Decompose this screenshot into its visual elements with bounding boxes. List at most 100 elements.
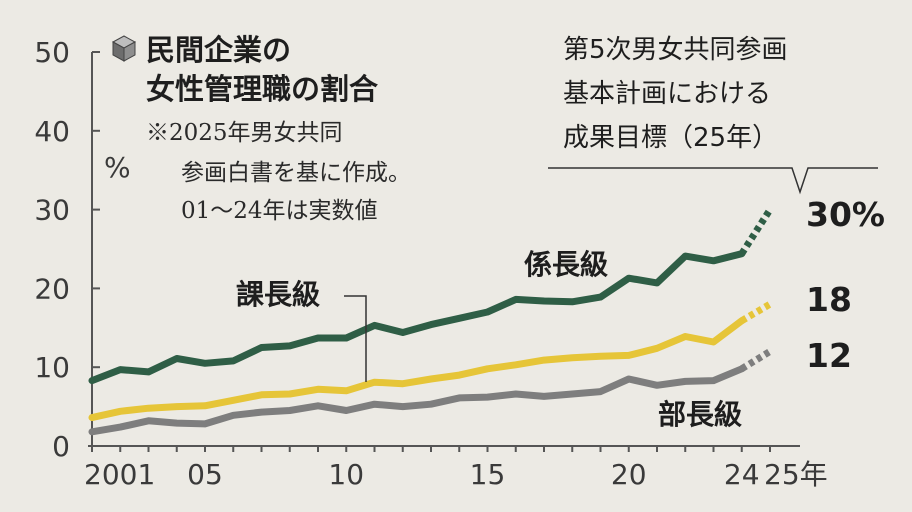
data-point-kakaricho [286, 342, 293, 350]
note-line-1: ※2025年男女共同 [146, 120, 343, 146]
data-point-kacho [343, 387, 350, 395]
data-point-kakaricho [427, 321, 435, 328]
chart-title-line-2: 女性管理職の割合 [146, 72, 378, 106]
data-point-kakaricho [682, 252, 689, 260]
data-point-kacho [682, 333, 689, 340]
data-point-bucho [427, 401, 435, 408]
y-tick-label: 10 [34, 351, 70, 384]
target-labels: 30% 18 12 [806, 195, 885, 375]
data-point-kacho [653, 345, 661, 352]
data-point-bucho [173, 419, 180, 427]
data-point-bucho [230, 412, 237, 419]
data-point-bucho [117, 423, 124, 431]
data-point-bucho [738, 365, 745, 372]
y-tick-label: 40 [34, 115, 70, 148]
data-point-kakaricho [456, 315, 463, 322]
series-line-kakaricho [88, 250, 746, 385]
data-point-bucho [484, 393, 491, 401]
data-point-kakaricho [540, 297, 548, 305]
data-point-kakaricho [230, 357, 237, 365]
target-projection-kakaricho [738, 207, 773, 256]
data-point-kacho [314, 386, 322, 393]
note-line-3: 01〜24年は実数値 [181, 198, 378, 224]
x-tick-label: 20 [611, 458, 647, 491]
data-point-kacho [569, 354, 576, 361]
chart-title: 民間企業の 女性管理職の割合 [111, 33, 378, 106]
data-point-bucho [456, 394, 463, 402]
cube-icon [111, 35, 137, 62]
data-point-kacho [625, 352, 632, 359]
data-point-bucho [88, 428, 96, 436]
data-point-kakaricho [371, 322, 378, 329]
y-tick-label: 0 [52, 430, 70, 463]
data-point-bucho [597, 388, 604, 395]
data-point-kakaricho [117, 366, 124, 373]
data-point-kacho [427, 375, 435, 383]
data-point-kakaricho [314, 334, 322, 342]
target-projection-kacho [739, 301, 772, 324]
target-bracket [548, 167, 878, 195]
data-point-kakaricho [399, 329, 406, 336]
y-unit-label: % [104, 151, 131, 184]
data-point-kacho [258, 391, 265, 398]
target-label-kacho: 18 [806, 280, 852, 319]
data-point-bucho [625, 375, 632, 383]
data-point-bucho [569, 390, 576, 398]
data-point-kakaricho [597, 293, 604, 301]
y-tick-label: 30 [34, 194, 70, 227]
x-tick-label: 15 [470, 458, 506, 491]
data-point-bucho [710, 377, 717, 384]
data-point-bucho [201, 420, 209, 428]
data-point-kakaricho [343, 334, 350, 342]
data-point-kacho [484, 365, 491, 372]
kacho-leader-line [344, 295, 367, 382]
data-point-kacho [88, 414, 96, 421]
data-point-bucho [653, 382, 661, 389]
y-tick-label: 50 [34, 36, 70, 69]
data-point-kacho [230, 397, 237, 404]
data-point-bucho [258, 408, 265, 416]
data-point-kacho [512, 361, 519, 369]
series-layer [88, 207, 773, 436]
data-point-kacho [540, 356, 548, 364]
series-labels: 係長級 課長級 部長級 [236, 248, 742, 431]
data-point-kakaricho [201, 360, 209, 367]
data-point-bucho [145, 417, 152, 424]
x-tick-label: 25年 [764, 458, 828, 491]
data-point-kacho [710, 338, 717, 346]
data-point-kacho [145, 404, 152, 412]
data-point-bucho [682, 378, 689, 385]
data-point-kakaricho [569, 298, 576, 305]
data-point-kakaricho [653, 279, 661, 287]
target-label-bucho: 12 [806, 336, 852, 375]
data-point-kacho [117, 408, 124, 415]
series-line-bucho [88, 365, 746, 436]
note-line-2: 参画白書を基に作成。 [181, 160, 411, 186]
target-label-kakaricho: 30% [806, 195, 885, 234]
data-point-kacho [173, 403, 180, 410]
data-point-kacho [738, 317, 745, 324]
data-point-kakaricho [88, 377, 96, 384]
data-point-kacho [371, 378, 378, 386]
series-label-kacho: 課長級 [236, 278, 320, 311]
data-point-bucho [371, 401, 378, 408]
y-tick-label: 20 [34, 272, 70, 305]
data-point-bucho [540, 393, 548, 400]
data-point-kakaricho [625, 274, 632, 282]
data-point-kakaricho [145, 368, 152, 376]
x-tick-label: 10 [328, 458, 364, 491]
data-point-bucho [343, 407, 350, 414]
target-caption-line-3: 成果目標（25年） [563, 123, 778, 153]
source-note: ※2025年男女共同 参画白書を基に作成。 01〜24年は実数値 [146, 120, 411, 224]
data-point-kakaricho [484, 308, 491, 316]
data-point-kakaricho [258, 344, 265, 351]
data-point-kacho [456, 371, 463, 379]
data-point-kacho [286, 390, 293, 398]
data-point-bucho [286, 407, 293, 414]
x-axis: 2001 05 10 15 20 24 25年 [84, 445, 828, 491]
x-tick-label: 2001 [84, 458, 155, 491]
target-caption-line-2: 基本計画における [563, 79, 771, 109]
series-line-kacho [88, 317, 746, 422]
series-label-kakaricho: 係長級 [524, 248, 608, 281]
data-point-kakaricho [738, 250, 745, 257]
